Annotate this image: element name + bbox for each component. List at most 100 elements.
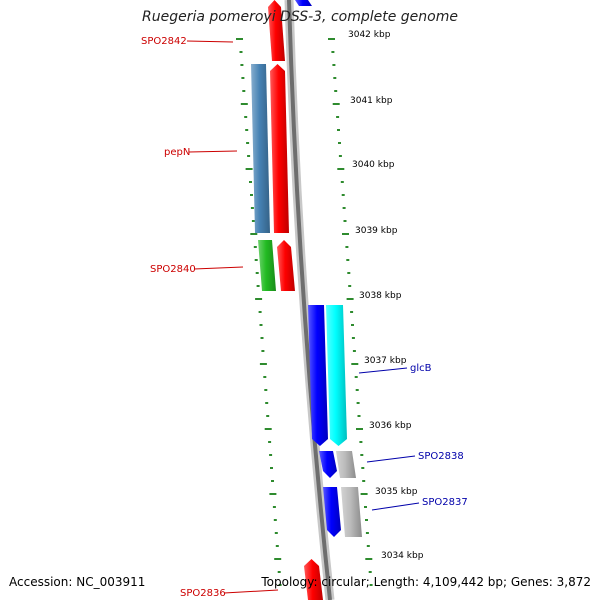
gene-label-spo2837: SPO2837 xyxy=(422,497,468,508)
tick-mark xyxy=(240,103,248,105)
gene-red-pepN-pair xyxy=(270,64,289,233)
gene-red-2840-pair xyxy=(277,240,295,291)
tick-mark xyxy=(334,90,338,92)
tick-mark xyxy=(361,467,365,469)
tick-mark xyxy=(355,389,359,391)
tick-mark xyxy=(264,428,272,430)
tick-mark xyxy=(250,233,258,235)
tick-mark xyxy=(256,285,260,287)
tick-mark xyxy=(250,194,253,196)
gene-label-spo2840: SPO2840 xyxy=(150,264,196,275)
tick-mark xyxy=(345,246,349,248)
tick-mark xyxy=(254,259,258,261)
tick-mark xyxy=(338,155,342,157)
tick-mark xyxy=(328,38,335,40)
leader-line xyxy=(186,40,234,43)
kbp-label: 3038 kbp xyxy=(359,291,402,301)
leader-line xyxy=(371,502,420,511)
tick-mark xyxy=(360,454,364,456)
tick-mark xyxy=(255,272,259,274)
tick-marks-right xyxy=(328,38,373,586)
leader-line xyxy=(358,367,408,374)
tick-mark xyxy=(341,194,345,196)
tick-mark xyxy=(259,363,267,365)
tick-mark xyxy=(277,571,281,573)
kbp-label: 3035 kbp xyxy=(375,487,418,497)
tick-mark xyxy=(365,519,368,521)
tick-mark xyxy=(368,571,372,573)
gene-grey-2838 xyxy=(336,451,356,478)
tick-mark xyxy=(342,233,349,235)
tick-mark xyxy=(360,493,368,495)
tick-mark xyxy=(359,441,363,443)
tick-mark xyxy=(337,129,340,131)
kbp-label: 3036 kbp xyxy=(369,421,412,431)
tick-mark xyxy=(259,324,263,326)
tick-mark xyxy=(245,168,253,170)
gene-cyan-glcB xyxy=(326,305,347,446)
tick-mark xyxy=(245,129,249,131)
tick-mark xyxy=(351,363,359,365)
tick-mark xyxy=(354,376,358,378)
tick-mark xyxy=(266,415,270,417)
gene-red-2836 xyxy=(304,559,323,600)
tick-mark xyxy=(337,168,345,170)
tick-mark xyxy=(273,519,277,521)
gene-label-spo2836: SPO2836 xyxy=(180,588,226,599)
kbp-label: 3039 kbp xyxy=(355,226,398,236)
gene-features xyxy=(251,0,362,600)
topology-text: Topology: circular; Length: 4,109,442 bp… xyxy=(261,575,591,589)
tick-mark xyxy=(357,415,361,417)
tick-mark xyxy=(239,51,243,53)
tick-mark xyxy=(331,51,335,53)
tick-mark xyxy=(348,285,352,287)
tick-mark xyxy=(261,350,265,352)
tick-mark xyxy=(278,584,282,586)
gene-blue-top xyxy=(295,0,312,6)
tick-mark xyxy=(258,311,262,313)
tick-mark xyxy=(241,77,245,79)
gene-grey-2837 xyxy=(341,487,362,537)
kbp-label: 3037 kbp xyxy=(364,356,407,366)
kbp-scale-labels: 3042 kbp 3041 kbp 3040 kbp 3039 kbp 3038 kbp… xyxy=(348,30,424,561)
tick-mark xyxy=(342,207,346,209)
tick-mark xyxy=(269,493,277,495)
tick-mark xyxy=(351,337,355,339)
tick-mark xyxy=(240,64,244,66)
tick-mark xyxy=(255,298,263,300)
kbp-label: 3042 kbp xyxy=(348,30,391,40)
tick-mark xyxy=(364,506,367,508)
tick-mark xyxy=(271,480,274,482)
tick-mark xyxy=(340,181,344,183)
kbp-label: 3040 kbp xyxy=(352,160,395,170)
tick-mark xyxy=(274,558,282,560)
gene-red-top xyxy=(268,0,285,61)
leader-line xyxy=(188,150,238,153)
gene-blue-glcB xyxy=(308,305,328,446)
tick-mark xyxy=(369,584,373,586)
tick-mark xyxy=(264,389,268,391)
tick-mark xyxy=(336,116,340,118)
tick-mark xyxy=(249,181,252,183)
tick-mark xyxy=(352,350,356,352)
tick-mark xyxy=(332,64,336,66)
tick-mark xyxy=(247,155,251,157)
tick-mark xyxy=(275,545,279,547)
tick-mark xyxy=(365,558,373,560)
tick-mark xyxy=(269,454,273,456)
tick-mark xyxy=(333,77,337,79)
tick-mark xyxy=(263,376,267,378)
tick-mark xyxy=(356,428,363,430)
tick-mark xyxy=(246,142,250,144)
tick-mark xyxy=(362,480,366,482)
leader-line xyxy=(366,455,416,463)
gene-labels: SPO2842 pepN SPO2840 glcB SPO2838 SPO2837 SPO2… xyxy=(141,36,468,599)
tick-mark xyxy=(347,272,351,274)
tick-mark xyxy=(346,298,354,300)
tick-mark xyxy=(268,441,272,443)
genome-backbone xyxy=(284,0,335,600)
tick-mark xyxy=(365,532,369,534)
leader-line xyxy=(193,266,244,270)
gene-label-spo2838: SPO2838 xyxy=(418,451,464,462)
